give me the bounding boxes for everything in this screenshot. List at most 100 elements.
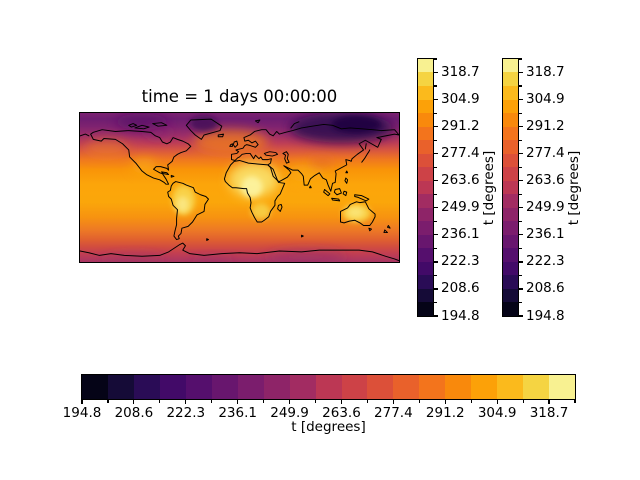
colorbar-segment bbox=[503, 221, 518, 235]
colorbar-tick-label: 291.2 bbox=[425, 405, 465, 421]
colorbar-segment bbox=[289, 375, 316, 399]
colorbar-segment bbox=[419, 375, 446, 399]
colorbar-tick bbox=[434, 315, 438, 317]
colorbar-tick-label: 304.9 bbox=[441, 91, 480, 108]
colorbar-tick bbox=[519, 301, 522, 304]
island-new-guinea bbox=[354, 194, 370, 202]
colorbar-segment bbox=[418, 261, 433, 276]
colorbar-segment bbox=[418, 207, 433, 222]
colorbar-tick bbox=[418, 400, 420, 403]
colorbar-tick-label: 208.6 bbox=[526, 280, 565, 297]
colorbar-segment bbox=[503, 302, 518, 316]
colorbar-tick bbox=[519, 193, 522, 195]
colorbar-tick bbox=[519, 126, 523, 128]
colorbar-tick bbox=[434, 85, 437, 87]
island-java bbox=[331, 197, 341, 202]
colorbar-tick bbox=[434, 261, 438, 263]
colorbar-tick bbox=[434, 234, 438, 236]
colorbar-segment bbox=[503, 167, 518, 181]
colorbar-segment bbox=[503, 207, 518, 222]
colorbar-right-inner-label: t [degrees] bbox=[481, 150, 497, 225]
colorbar-tick-label: 222.3 bbox=[526, 253, 565, 270]
colorbar-tick bbox=[519, 139, 522, 141]
colorbar-tick-label: 263.6 bbox=[441, 172, 480, 189]
colorbar-segment bbox=[211, 375, 238, 399]
colorbar-segment bbox=[503, 140, 518, 154]
colorbar-segment bbox=[418, 221, 433, 235]
island-svalbard bbox=[254, 119, 261, 124]
colorbar-segment bbox=[237, 375, 264, 399]
colorbar-segment bbox=[418, 58, 433, 73]
colorbar-bottom-label: t [degrees] bbox=[291, 419, 366, 435]
colorbar-segment bbox=[393, 375, 420, 399]
colorbar-segment bbox=[503, 288, 518, 303]
colorbar-segment bbox=[185, 375, 212, 399]
colorbar-segment bbox=[503, 275, 518, 289]
colorbar-tick bbox=[434, 220, 437, 222]
colorbar-segment bbox=[418, 99, 433, 114]
plot-title: time = 1 days 00:00:00 bbox=[141, 87, 338, 106]
colorbar-segment bbox=[418, 72, 433, 86]
colorbar-tick-label: 194.8 bbox=[62, 405, 102, 421]
colorbar-right-outer-swatch bbox=[502, 58, 519, 317]
colorbar-tick bbox=[519, 220, 522, 222]
cold-anomaly-blobs bbox=[102, 113, 393, 262]
colorbar-segment bbox=[367, 375, 394, 399]
colorbar-tick-label: 208.6 bbox=[441, 280, 480, 297]
island-japan bbox=[361, 149, 371, 163]
colorbar-segment bbox=[418, 275, 433, 289]
colorbar-right-inner: 194.8 208.6 222.3 236.1 249.9 263.6 277.4 291.2… bbox=[417, 58, 512, 323]
colorbar-tick bbox=[519, 166, 522, 168]
island-sumatra bbox=[323, 188, 331, 197]
colorbar-tick bbox=[444, 400, 446, 404]
colorbar-tick-label: 263.6 bbox=[526, 172, 565, 189]
colorbar-tick bbox=[211, 400, 213, 403]
island-iceland bbox=[217, 133, 225, 138]
colorbar-tick bbox=[519, 153, 523, 155]
colorbar-tick bbox=[519, 180, 523, 182]
colorbar-tick bbox=[366, 400, 368, 403]
colorbar-tick bbox=[434, 180, 438, 182]
island-cuba bbox=[161, 171, 170, 176]
island-ireland bbox=[229, 143, 233, 147]
sea-caspian bbox=[282, 151, 290, 164]
colorbar-segment bbox=[503, 99, 518, 114]
colorbar-tick bbox=[519, 85, 522, 87]
colorbar-segment bbox=[503, 126, 518, 141]
colorbar-tick bbox=[434, 193, 437, 195]
island-sulawesi bbox=[342, 190, 348, 197]
colorbar-segment bbox=[503, 85, 518, 100]
coast-chukotka-wrap bbox=[80, 133, 90, 137]
colorbar-tick-label: 291.2 bbox=[441, 118, 480, 135]
colorbar-segment bbox=[418, 234, 433, 249]
colorbar-segment bbox=[418, 85, 433, 100]
colorbar-segment bbox=[418, 180, 433, 195]
colorbar-segment bbox=[503, 113, 518, 127]
colorbar-segment bbox=[418, 302, 433, 316]
colorbar-tick-label: 304.9 bbox=[526, 91, 565, 108]
colorbar-right-inner-ticks: 194.8 208.6 222.3 236.1 249.9 263.6 277.4 291.2… bbox=[434, 58, 494, 323]
colorbar-tick bbox=[314, 400, 317, 403]
colorbar-tick bbox=[392, 400, 394, 404]
colorbar-segment bbox=[418, 248, 433, 262]
colorbar-tick-label: 277.4 bbox=[374, 405, 413, 421]
colorbar-segment bbox=[418, 288, 433, 303]
colorbar-segment bbox=[503, 58, 518, 73]
colorbar-tick-label: 236.1 bbox=[441, 226, 480, 243]
coast-eurasia bbox=[231, 123, 399, 192]
coast-greenland bbox=[185, 118, 223, 140]
colorbar-tick bbox=[133, 400, 135, 404]
colorbar-tick-label: 318.7 bbox=[526, 64, 565, 81]
colorbar-tick-label: 249.9 bbox=[441, 199, 480, 216]
colorbar-tick bbox=[519, 71, 523, 74]
colorbar-tick bbox=[519, 112, 522, 114]
colorbar-segment bbox=[503, 234, 518, 249]
colorbar-tick bbox=[434, 207, 438, 209]
colorbar-tick-label: 249.9 bbox=[270, 405, 309, 421]
colorbar-tick bbox=[519, 274, 522, 277]
colorbar-tick-label: 194.8 bbox=[526, 307, 565, 324]
colorbar-segment bbox=[263, 375, 290, 399]
colorbar-tick bbox=[519, 315, 523, 317]
colorbar-segment bbox=[549, 375, 576, 399]
colorbar-segment bbox=[159, 375, 186, 399]
